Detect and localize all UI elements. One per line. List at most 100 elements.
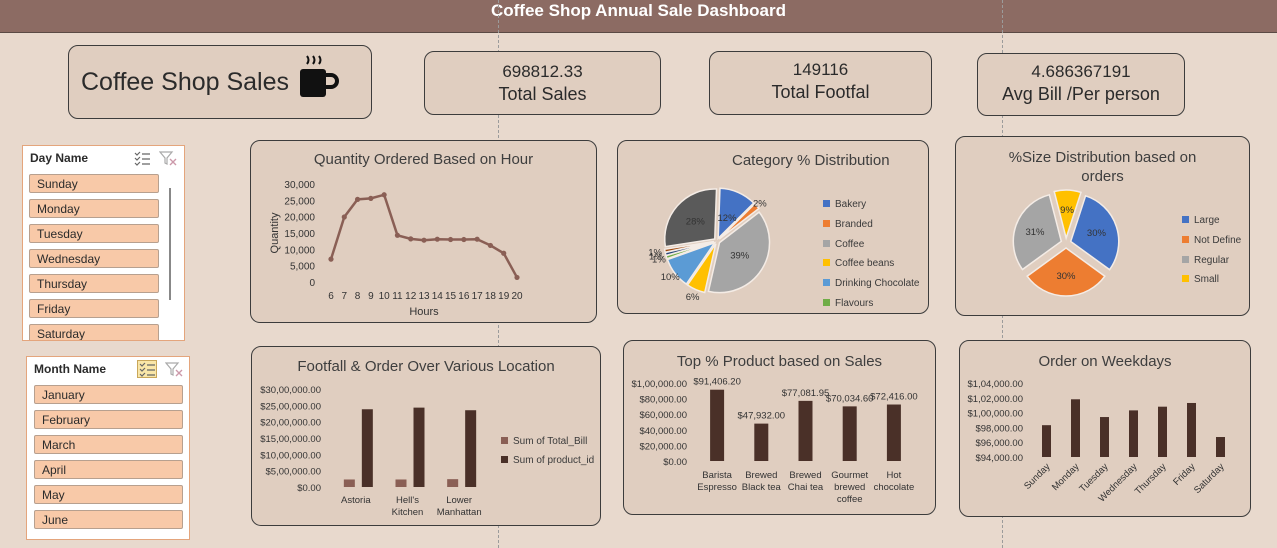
bar-data-label: $47,932.00 xyxy=(738,411,786,422)
slice-data-label: 28% xyxy=(686,217,706,228)
x-tick-label: 7 xyxy=(342,291,348,302)
category-pie-chart: 12%2%39%6%10%1%1%1%28% xyxy=(648,187,771,303)
y-tick-label: $40,000.00 xyxy=(639,426,687,437)
pie-slice xyxy=(717,187,755,241)
y-tick-label: $25,00,000.00 xyxy=(260,401,321,412)
brand-title: Coffee Shop Sales xyxy=(81,68,290,96)
hour-line-chart: 0 5,000 10,000 15,000 20,000 25,000 30,000 6 7 8 9… xyxy=(269,180,523,318)
chart-title: Order on Weekdays xyxy=(1038,353,1172,370)
multi-select-icon[interactable] xyxy=(137,360,157,378)
slicer-scrollbar[interactable] xyxy=(169,188,171,300)
slice-data-label: 31% xyxy=(1025,227,1045,238)
y-tick-label: $60,000.00 xyxy=(639,410,687,421)
pie-slice xyxy=(1053,189,1082,241)
slicer-item-january[interactable]: January xyxy=(34,385,183,404)
pie-slice xyxy=(1012,193,1063,271)
legend-item: Bakery xyxy=(823,199,866,210)
slicer-item-may[interactable]: May xyxy=(34,485,183,504)
y-tick-label: 10,000 xyxy=(284,245,315,256)
x-tick-label: 8 xyxy=(355,291,361,302)
x-tick-label: 9 xyxy=(368,291,374,302)
slicer-item-june[interactable]: June xyxy=(34,510,183,529)
legend-item: Not Define xyxy=(1182,235,1241,246)
y-tick-label: 0 xyxy=(309,278,315,289)
bar xyxy=(343,479,355,487)
slicer-item-saturday[interactable]: Saturday xyxy=(29,324,159,340)
y-tick-label: $96,000.00 xyxy=(975,438,1023,449)
bar xyxy=(886,404,901,461)
slice-data-label: 2% xyxy=(753,198,767,209)
x-tick-label: 19 xyxy=(498,291,510,302)
legend-item: Drinking Chocolate xyxy=(823,278,920,289)
x-tick-label: Astoria xyxy=(341,495,371,506)
x-tick-label: 12 xyxy=(405,291,417,302)
bar xyxy=(1071,399,1080,457)
clear-filter-icon[interactable] xyxy=(159,150,177,166)
slicer-item-march[interactable]: March xyxy=(34,435,183,454)
x-tick-label: Black tea xyxy=(742,482,782,493)
x-tick-label: Manhattan xyxy=(437,507,482,518)
y-tick-label: $20,000.00 xyxy=(639,441,687,452)
slicer-item-wednesday[interactable]: Wednesday xyxy=(29,249,159,268)
slicer-item-friday[interactable]: Friday xyxy=(29,299,159,318)
month-name-slicer[interactable]: Month Name January February March April … xyxy=(26,356,190,540)
bar xyxy=(1100,417,1109,457)
slicer-item-sunday[interactable]: Sunday xyxy=(29,174,159,193)
y-tick-label: $0.00 xyxy=(297,483,321,494)
slicer-item-april[interactable]: April xyxy=(34,460,183,479)
slice-data-label: 39% xyxy=(730,251,750,262)
legend-item: Small xyxy=(1182,274,1219,285)
dashboard-title: Coffee Shop Annual Sale Dashboard xyxy=(490,1,787,20)
bar xyxy=(1158,406,1167,457)
x-tick-label: Monday xyxy=(1050,461,1082,493)
x-tick-label: chocolate xyxy=(874,482,915,493)
data-point xyxy=(408,236,414,242)
multi-select-icon[interactable] xyxy=(133,150,151,166)
y-tick-label: 15,000 xyxy=(284,229,315,240)
data-point xyxy=(487,242,494,249)
slicer-item-february[interactable]: February xyxy=(34,410,183,429)
bar xyxy=(465,410,477,487)
category-chart-card: Category % Distribution 12% 2% 39% 6% 10% 1% 1… xyxy=(617,140,929,314)
clear-filter-icon[interactable] xyxy=(165,361,183,377)
pie-slice xyxy=(686,243,717,294)
kpi-avg-bill: 4.686367191 Avg Bill /Per person xyxy=(977,53,1185,116)
slice-data-label: 9% xyxy=(1060,205,1074,216)
slice-data-label: 1% xyxy=(652,255,666,266)
location-bar-chart: $0.00 $5,00,000.00 $10,00,000.00 $15,00,000… xyxy=(260,385,482,518)
day-name-slicer[interactable]: Day Name Sunday Monday Tuesday Wednesday… xyxy=(22,145,185,341)
legend-item: Flavours xyxy=(823,298,873,309)
legend-item: Sum of product_id xyxy=(501,455,594,466)
slicer-item-tuesday[interactable]: Tuesday xyxy=(29,224,159,243)
x-axis-label: Hours xyxy=(409,306,439,318)
y-tick-label: 20,000 xyxy=(284,213,315,224)
slice-data-label: 10% xyxy=(661,272,681,283)
x-tick-label: Lower xyxy=(446,495,472,506)
brand-card: Coffee Shop Sales xyxy=(68,45,372,119)
x-tick-label: Espresso xyxy=(697,482,737,493)
x-tick-label: brewed xyxy=(834,482,865,493)
location-chart-card: Footfall & Order Over Various Location $… xyxy=(251,346,601,526)
y-tick-label: $15,00,000.00 xyxy=(260,434,321,445)
x-tick-label: Brewed xyxy=(745,470,777,481)
series-line xyxy=(329,193,519,279)
x-tick-label: coffee xyxy=(837,494,863,505)
chart-title: Footfall & Order Over Various Location xyxy=(297,358,555,375)
x-tick-label: Saturday xyxy=(1192,461,1227,496)
y-tick-label: $1,00,000.00 xyxy=(632,379,687,390)
slicer-item-monday[interactable]: Monday xyxy=(29,199,159,218)
size-pie-chart: 30% 30% 31% 9% xyxy=(1012,189,1120,297)
bar xyxy=(798,400,813,461)
kpi-value: 4.686367191 xyxy=(1031,62,1131,81)
data-point xyxy=(354,196,361,202)
pie-slice xyxy=(664,188,718,248)
bar xyxy=(1216,437,1225,457)
kpi-label: Total Footfal xyxy=(771,82,870,102)
slice-data-label: 6% xyxy=(686,292,700,303)
bar xyxy=(447,479,459,487)
x-tick-label: 10 xyxy=(379,291,391,302)
bar xyxy=(361,409,373,487)
slicer-item-thursday[interactable]: Thursday xyxy=(29,274,159,293)
y-tick-label: $98,000.00 xyxy=(975,423,1023,434)
y-tick-label: $94,000.00 xyxy=(975,453,1023,464)
